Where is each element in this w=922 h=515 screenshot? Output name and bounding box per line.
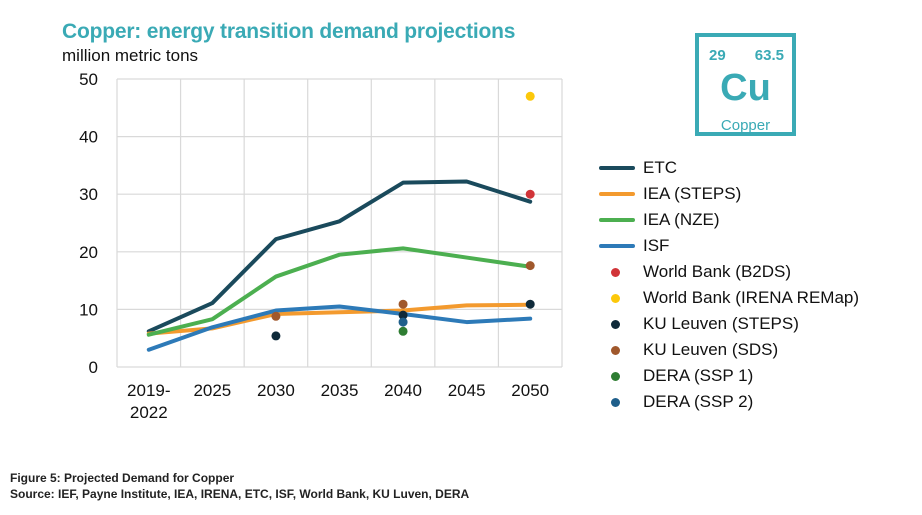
legend-item: ETC [599,155,859,181]
legend-dot-swatch [611,267,620,277]
x-tick-label-line: 2030 [257,381,295,400]
legend-dot-swatch [611,293,620,303]
x-tick-label: 2025 [193,381,231,400]
data-point-ku-leuven-sds [525,261,535,271]
y-tick-label: 20 [79,243,98,262]
y-tick-label: 40 [79,128,98,147]
legend-line-swatch [599,192,635,196]
legend-label: DERA (SSP 2) [643,392,754,411]
x-tick-label-line: 2022 [130,403,168,422]
legend-item: World Bank (B2DS) [599,259,859,285]
legend-item: IEA (STEPS) [599,181,859,207]
legend-label: ETC [643,158,677,177]
x-tick-label-line: 2050 [511,381,549,400]
legend-label: DERA (SSP 1) [643,366,754,385]
x-tick-label: 2040 [384,381,422,400]
legend-label: ISF [643,236,670,255]
data-point-world-bank-irena-remap [525,91,535,101]
data-point-ku-leuven-sds [271,311,281,321]
legend-dot-swatch [611,345,620,355]
legend-label: World Bank (B2DS) [643,262,792,281]
legend-line-swatch [599,218,635,222]
figure-caption-title: Figure 5: Projected Demand for Copper [10,471,235,485]
x-tick-label: 2045 [448,381,486,400]
chart-title: Copper: energy transition demand project… [62,20,516,43]
x-tick-label-line: 2045 [448,381,486,400]
legend-item: KU Leuven (SDS) [599,337,859,363]
y-axis-unit-label: million metric tons [62,46,199,65]
x-tick-label: 2035 [321,381,359,400]
data-point-world-bank-b2ds [525,189,535,199]
x-tick-label: 2030 [257,381,295,400]
figure-caption: Figure 5: Projected Demand for Copper So… [10,470,469,502]
legend-item: IEA (NZE) [599,207,859,233]
legend-label: KU Leuven (STEPS) [643,314,799,333]
element-symbol: Cu [720,67,771,109]
legend-item: World Bank (IRENA REMap) [599,285,859,311]
legend-line-swatch [599,166,635,170]
legend-label: IEA (STEPS) [643,184,742,203]
x-tick-label-line: 2025 [193,381,231,400]
data-point-ku-leuven-steps [525,299,535,309]
y-tick-label: 0 [89,358,98,377]
series-line-etc [146,179,533,334]
copper-element-tile: 29 63.5 Cu Copper [695,33,796,136]
atomic-mass: 63.5 [754,47,784,64]
legend-item: ISF [599,233,859,259]
legend-dot-swatch [611,371,620,381]
legend-item: DERA (SSP 2) [599,389,859,415]
legend-label: KU Leuven (SDS) [643,340,779,359]
legend-item: KU Leuven (STEPS) [599,311,859,337]
element-name: Copper [720,117,771,134]
y-tick-label: 10 [79,300,98,319]
legend-label: IEA (NZE) [643,210,720,229]
x-tick-label: 2050 [511,381,549,400]
data-point-ku-leuven-steps [398,310,408,320]
x-tick-label-line: 2035 [321,381,359,400]
data-point-dera-ssp-1 [398,326,408,336]
data-point-dera-ssp-2 [398,317,408,327]
x-tick-label-line: 2019- [127,381,170,400]
chart-legend: ETC IEA (STEPS) IEA (NZE) ISF World Bank (B2… [599,155,859,415]
legend-dot-swatch [611,397,620,407]
y-tick-label: 30 [79,185,98,204]
data-point-ku-leuven-steps [271,331,281,341]
series-line-isf [146,304,533,352]
x-tick-label-line: 2040 [384,381,422,400]
atomic-number: 29 [709,47,726,64]
x-tick-label: 2019- 2022 [127,381,170,422]
y-tick-label: 50 [79,70,98,89]
legend-line-swatch [599,244,635,248]
figure-caption-source: Source: IEF, Payne Institute, IEA, IRENA… [10,487,470,501]
series-line-iea-nze [146,246,533,337]
legend-label: World Bank (IRENA REMap) [643,288,860,307]
legend-item: DERA (SSP 1) [599,363,859,389]
legend-dot-swatch [611,319,620,329]
data-point-ku-leuven-sds [398,299,408,309]
